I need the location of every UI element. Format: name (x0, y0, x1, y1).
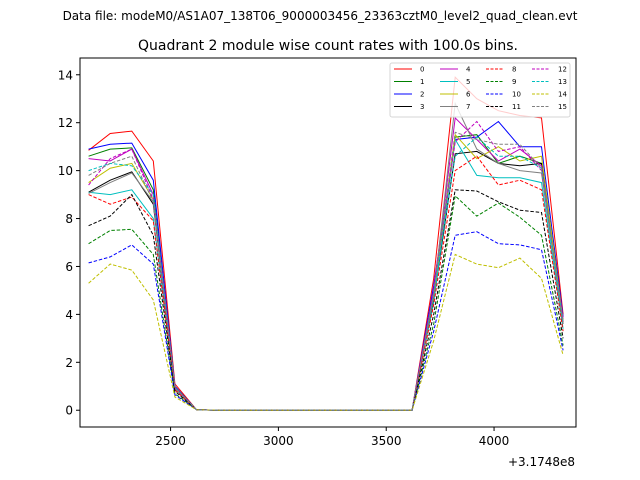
legend-label-9: 9 (512, 78, 516, 86)
chart-title: Quadrant 2 module wise count rates with … (138, 38, 518, 54)
legend-label-10: 10 (512, 91, 521, 99)
legend-label-13: 13 (558, 78, 567, 86)
legend-label-2: 2 (420, 91, 424, 99)
plot-area (88, 76, 564, 411)
x-tick-label: 4000 (479, 434, 510, 448)
series-line-15 (88, 131, 564, 411)
y-tick-label: 2 (65, 356, 73, 370)
y-axis: 0 2 4 6 8 10 12 14 (58, 68, 80, 418)
series-line-10 (88, 231, 564, 411)
legend-label-3: 3 (420, 103, 424, 111)
y-tick-label: 14 (58, 68, 73, 82)
series-line-14 (88, 253, 564, 411)
legend-label-6: 6 (466, 91, 471, 99)
legend-label-8: 8 (512, 66, 516, 74)
legend-label-4: 4 (466, 66, 471, 74)
legend-label-14: 14 (558, 91, 567, 99)
legend-label-15: 15 (558, 103, 567, 111)
figure-suptitle: Data file: modeM0/AS1A07_138T06_90000034… (63, 9, 578, 23)
legend-label-7: 7 (466, 103, 470, 111)
x-offset-label: +3.1748e8 (508, 455, 575, 469)
legend-box (389, 62, 571, 118)
y-tick-label: 12 (58, 116, 73, 130)
y-tick-label: 8 (65, 212, 73, 226)
axes-frame (79, 57, 577, 428)
x-axis: 2500 3000 3500 4000 (155, 427, 509, 448)
x-tick-label: 3500 (371, 434, 402, 448)
series-line-8 (88, 155, 564, 411)
y-tick-label: 10 (58, 164, 73, 178)
y-tick-label: 6 (65, 260, 73, 274)
legend-label-1: 1 (420, 78, 424, 86)
x-tick-label: 3000 (263, 434, 294, 448)
legend-label-5: 5 (466, 78, 470, 86)
legend-label-12: 12 (558, 66, 567, 74)
x-tick-label: 2500 (155, 434, 186, 448)
y-tick-label: 0 (65, 404, 73, 418)
legend-label-11: 11 (512, 103, 521, 111)
legend-label-0: 0 (420, 66, 424, 74)
y-tick-label: 4 (65, 308, 73, 322)
